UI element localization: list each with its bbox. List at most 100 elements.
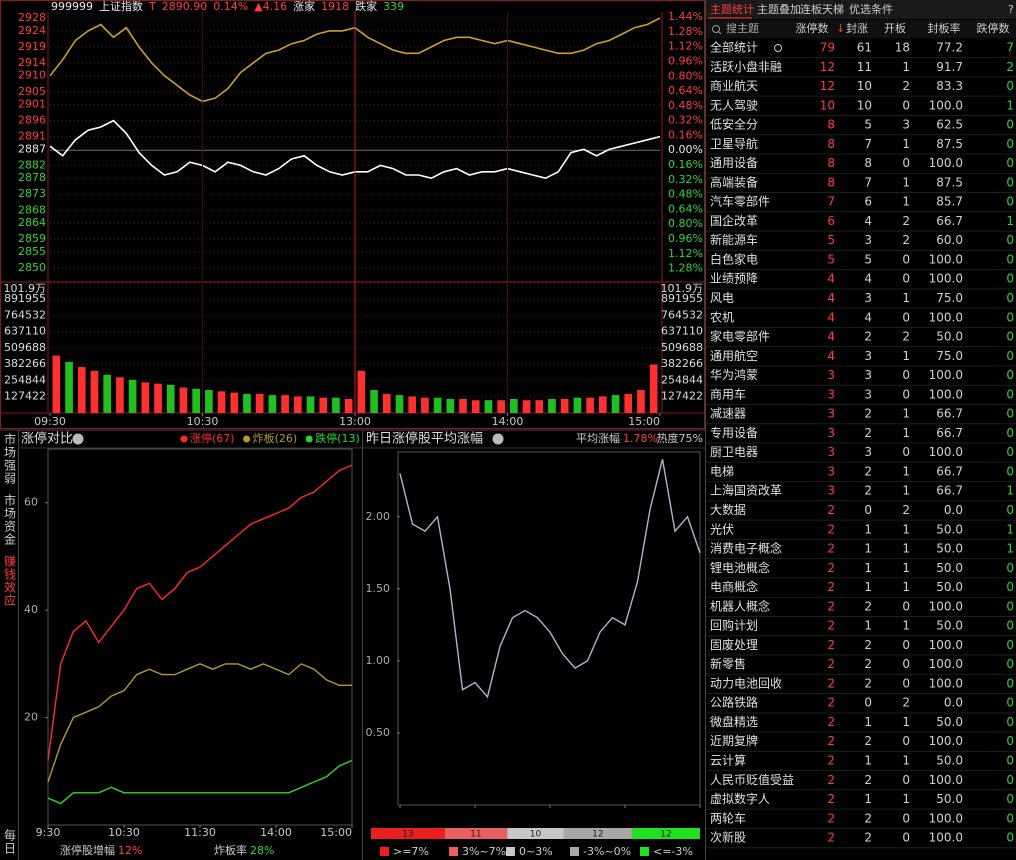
cell: 2 (864, 734, 872, 748)
cell: 2 (827, 638, 835, 652)
cell: 77.2 (936, 41, 963, 55)
legend-label[interactable]: 炸板(26) (253, 431, 298, 445)
cell: 79 (820, 41, 835, 55)
theme-name[interactable]: 业绩预降 (710, 272, 758, 286)
theme-name[interactable]: 虚拟数字人 (710, 791, 770, 806)
theme-name[interactable]: 汽车零部件 (710, 194, 770, 209)
theme-name[interactable]: 白色家电 (710, 251, 758, 266)
y-tick-label: 2878 (18, 171, 46, 184)
theme-name[interactable]: 上海国资改革 (710, 483, 782, 498)
cell: 3 (827, 407, 835, 421)
theme-name[interactable]: 风电 (710, 291, 734, 305)
y-tick-label-right: 127422 (661, 390, 703, 403)
segment-label: 13 (402, 830, 413, 840)
theme-name[interactable]: 人民币贬值受益 (710, 772, 794, 787)
y-tick-label: 254844 (4, 373, 46, 386)
side-tab[interactable]: 赚钱效应 (3, 554, 17, 607)
cell: 3 (827, 426, 835, 440)
theme-name[interactable]: 农机 (710, 310, 734, 324)
header-down: 339 (383, 0, 404, 13)
column-header[interactable]: 涨停数 (796, 21, 829, 35)
column-header[interactable]: 跌停数 (977, 21, 1010, 35)
theme-name[interactable]: 专用设备 (710, 425, 758, 440)
theme-name[interactable]: 回购计划 (710, 618, 758, 633)
theme-name[interactable]: 商业航天 (710, 78, 758, 93)
cell: 1 (902, 715, 910, 729)
theme-name[interactable]: 通用航空 (710, 348, 758, 363)
x-tick-label: 09:30 (34, 415, 66, 428)
tab[interactable]: 优选条件 (849, 2, 893, 16)
volume-bar (637, 390, 645, 413)
y-tick-label: 2924 (18, 24, 46, 37)
cell: 10 (820, 98, 835, 112)
theme-name[interactable]: 厨卫电器 (710, 445, 758, 459)
column-header[interactable]: 开板 (884, 21, 906, 35)
theme-name[interactable]: 通用设备 (710, 156, 758, 170)
column-header[interactable]: 封板率 (928, 21, 961, 35)
theme-name[interactable]: 消费电子概念 (710, 541, 782, 556)
cell: 7 (864, 175, 872, 189)
tab[interactable]: ? (1008, 3, 1014, 16)
cell: 0 (1006, 330, 1014, 344)
search-box[interactable]: 搜主题 (726, 21, 759, 35)
tab[interactable]: 主题统计 (710, 3, 754, 16)
theme-name[interactable]: 高端装备 (710, 174, 758, 189)
theme-name[interactable]: 国企改革 (710, 213, 758, 228)
side-tab[interactable]: 市场资金 (3, 493, 17, 546)
theme-name[interactable]: 电梯 (710, 464, 734, 478)
legend-label[interactable]: 涨停(67) (190, 431, 235, 445)
volume-bar (332, 397, 340, 413)
cell: 6 (827, 214, 835, 228)
side-tab[interactable]: 每日 (3, 828, 17, 855)
theme-name[interactable]: 新零售 (710, 656, 746, 671)
sort-arrow[interactable]: ↓ (836, 22, 845, 35)
theme-name[interactable]: 低安全分 (710, 117, 758, 132)
y-tick-label-right: 101.9万 (661, 282, 704, 295)
cell: 0 (902, 676, 910, 690)
theme-name[interactable]: 云计算 (710, 752, 746, 767)
side-tab[interactable]: 市场强弱 (3, 432, 17, 485)
theme-name[interactable]: 卫星导航 (710, 136, 758, 151)
cell: 2 (827, 715, 835, 729)
theme-name[interactable]: 近期复牌 (710, 734, 758, 748)
legend-label[interactable]: 跌停(13) (315, 431, 360, 445)
theme-name[interactable]: 锂电池概念 (710, 560, 770, 575)
theme-name[interactable]: 无人驾驶 (710, 97, 758, 112)
cell: 0.0 (944, 503, 963, 517)
theme-name[interactable]: 动力电池回收 (710, 676, 782, 690)
theme-name[interactable]: 大数据 (710, 502, 746, 517)
y2-tick-label: 0.16% (668, 128, 703, 141)
column-header[interactable]: 封涨 (846, 21, 868, 35)
y-tick-label: 1.00 (366, 654, 391, 667)
y-tick-label: 2914 (18, 56, 46, 69)
theme-name[interactable]: 两轮车 (710, 810, 746, 825)
theme-name[interactable]: 电商概念 (710, 579, 758, 594)
row-icon (774, 44, 782, 52)
tab[interactable]: 主题叠加 (757, 3, 801, 16)
theme-name[interactable]: 光伏 (710, 522, 734, 536)
theme-name[interactable]: 新能源车 (710, 232, 758, 247)
info-icon[interactable] (72, 433, 84, 445)
theme-name[interactable]: 华为鸿蒙 (710, 368, 758, 382)
y-tick-label: 637110 (4, 325, 46, 338)
theme-name[interactable]: 固废处理 (710, 637, 758, 652)
theme-name[interactable]: 次新股 (710, 830, 746, 845)
theme-name[interactable]: 全部统计 (710, 40, 758, 55)
info-icon[interactable] (492, 433, 504, 445)
theme-name[interactable]: 商用车 (710, 386, 746, 401)
tab[interactable]: 连板天梯 (800, 2, 844, 16)
cell: 50.0 (936, 542, 963, 556)
theme-name[interactable]: 家电零部件 (710, 329, 770, 344)
volume-bar (471, 400, 480, 413)
search-icon (718, 31, 722, 35)
theme-name[interactable]: 活跃小盘非融 (710, 59, 782, 74)
theme-name[interactable]: 公路铁路 (710, 695, 758, 710)
search-icon[interactable] (712, 25, 720, 33)
theme-name[interactable]: 机器人概念 (710, 598, 770, 613)
y2-tick-label: 0.48% (668, 188, 703, 201)
cell: 1 (902, 522, 910, 536)
cell: 4 (864, 310, 872, 324)
plot-frame (47, 448, 353, 826)
theme-name[interactable]: 微盘精选 (710, 714, 758, 729)
theme-name[interactable]: 减速器 (710, 407, 746, 421)
